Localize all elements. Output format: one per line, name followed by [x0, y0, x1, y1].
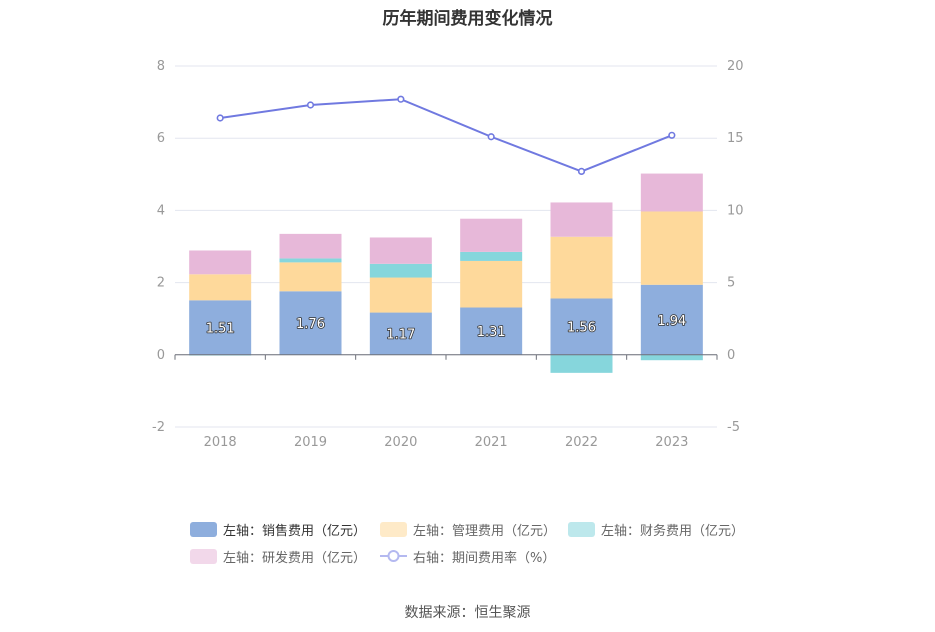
bar-segment-2-2018 [189, 274, 252, 301]
chart-plot: -2 0 2 4 6 8 -5 0 5 10 15 20 2018 2019 2020 2021 2022 202… [152, 59, 744, 450]
rate-point-2018 [216, 114, 224, 122]
legend-line-marker-icon [380, 548, 407, 564]
legend-item-admin[interactable]: 左轴：管理费用（亿元） [380, 519, 556, 539]
bar-value-label-2018: 1.51 [206, 322, 235, 337]
legend-label-finance: 左轴：财务费用（亿元） [601, 523, 745, 539]
bar-value-label-2019: 1.76 [296, 317, 325, 332]
bar-segment-3-2022 [550, 354, 613, 373]
bar-segment-1-2018 [189, 300, 252, 355]
x-axis-label-2022: 2022 [565, 435, 598, 450]
rate-point-2021 [487, 133, 495, 141]
left-axis-tick-label: -2 [152, 420, 165, 435]
right-axis-tick-label: 20 [727, 59, 744, 74]
bar-value-label-2022: 1.56 [567, 321, 596, 336]
bar-segment-4-2020 [369, 237, 432, 264]
x-axis-label-2020: 2020 [384, 435, 417, 450]
legend-item-sales[interactable]: 左轴：销售费用（亿元） [190, 519, 366, 539]
source-note: 数据来源：恒生聚源 [404, 605, 531, 621]
bar-label-layer: 1.51 1.76 1.17 1.31 1.56 1.94 [205, 313, 687, 343]
legend-item-finance[interactable]: 左轴：财务费用（亿元） [568, 519, 744, 539]
rate-line [220, 98, 673, 173]
right-axis-tick-label: 0 [727, 348, 735, 363]
bar-segment-2-2019 [279, 262, 342, 292]
legend-label-rate: 右轴：期间费用率（%） [413, 550, 556, 566]
bar-layer [189, 173, 703, 373]
legend-label-admin: 左轴：管理费用（亿元） [413, 523, 557, 539]
bar-segment-4-2023 [640, 173, 703, 212]
bar-value-label-2021: 1.31 [477, 325, 506, 340]
grid-lines [175, 65, 717, 428]
axes: -2 0 2 4 6 8 -5 0 5 10 15 20 2018 2019 2020 2021 2022 202… [152, 59, 744, 450]
right-axis-tick-label: 5 [727, 276, 735, 291]
right-axis-tick-label: 15 [727, 131, 744, 146]
legend-label-rnd: 左轴：研发费用（亿元） [223, 550, 367, 566]
bar-segment-2-2022 [550, 236, 613, 299]
bar-segment-3-2019 [279, 258, 342, 263]
bar-segment-2-2023 [640, 211, 703, 285]
left-axis-tick-label: 8 [157, 59, 165, 74]
legend-item-rnd[interactable]: 左轴：研发费用（亿元） [190, 546, 366, 566]
bar-segment-3-2023 [640, 354, 703, 361]
bar-segment-1-2023 [640, 284, 703, 355]
left-axis-tick-label: 0 [157, 348, 165, 363]
bar-value-label-2020: 1.17 [386, 328, 415, 343]
legend-swatch-rnd [190, 548, 217, 564]
bar-segment-1-2020 [369, 312, 432, 355]
bar-segment-3-2020 [369, 263, 432, 278]
right-axis-tick-label: 10 [727, 203, 744, 218]
bar-segment-1-2019 [279, 291, 342, 355]
left-axis-tick-label: 4 [157, 203, 165, 218]
bar-segment-1-2021 [460, 307, 523, 355]
rate-point-2022 [577, 167, 586, 176]
bar-segment-3-2021 [460, 251, 523, 261]
x-axis-label-2018: 2018 [204, 435, 237, 450]
legend-swatch-sales [190, 521, 217, 537]
left-axis-tick-label: 6 [157, 131, 165, 146]
legend-item-rate[interactable]: 右轴：期间费用率（%） [380, 546, 555, 566]
rate-point-2019 [306, 101, 315, 109]
legend-swatch-finance [568, 521, 595, 537]
left-axis-tick-label: 2 [157, 276, 165, 291]
bar-segment-4-2021 [460, 218, 523, 252]
bar-segment-4-2019 [279, 233, 342, 259]
right-axis-tick-label: -5 [727, 420, 740, 435]
rate-line-layer [216, 95, 676, 176]
legend-label-sales: 左轴：销售费用（亿元） [223, 523, 367, 539]
legend-swatch-admin [380, 521, 407, 537]
x-axis-label-2019: 2019 [294, 435, 327, 450]
chart-title: 历年期间费用变化情况 [382, 9, 553, 29]
rate-point-2020 [397, 95, 405, 103]
bar-segment-1-2022 [550, 298, 613, 355]
bar-value-label-2023: 1.94 [657, 314, 686, 329]
bar-segment-4-2022 [550, 202, 613, 237]
bar-segment-4-2018 [189, 250, 252, 275]
x-axis-label-2021: 2021 [475, 435, 508, 450]
rate-point-2023 [668, 131, 676, 139]
bar-segment-2-2021 [460, 260, 523, 308]
x-axis-label-2023: 2023 [655, 435, 688, 450]
bar-segment-2-2020 [369, 277, 432, 313]
